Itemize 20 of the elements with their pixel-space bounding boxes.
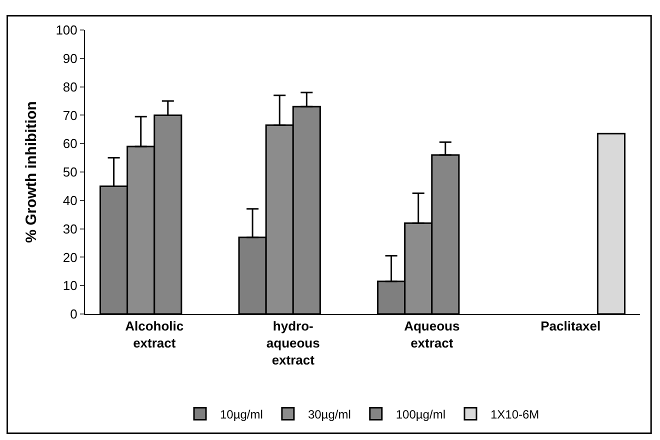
legend-label: 100µg/ml <box>396 407 446 422</box>
x-tick-label: Alcoholic extract <box>125 318 184 350</box>
y-tick-label: 10 <box>62 278 78 294</box>
y-tick-label: 0 <box>70 306 78 322</box>
y-tick-label: 20 <box>62 250 78 265</box>
y-tick-label: 30 <box>62 221 78 236</box>
y-tick-label: 90 <box>62 50 78 66</box>
y-tick-label: 80 <box>62 79 78 94</box>
y-tick-label: 70 <box>62 108 78 123</box>
y-tick-label: 60 <box>62 136 78 152</box>
legend-label: 10µg/ml <box>220 407 263 422</box>
y-tick-label: 100 <box>56 22 78 38</box>
x-tick-label: hydro- aqueous extract <box>266 318 320 368</box>
y-tick-label: 50 <box>62 164 78 180</box>
x-tick-label: Paclitaxel <box>540 318 601 334</box>
y-tick-label: 40 <box>62 192 78 208</box>
y-axis-title: % Growth inhibition <box>22 101 40 243</box>
legend-label: 30µg/ml <box>308 407 351 422</box>
legend-label: 1X10-6M <box>490 407 540 422</box>
x-tick-label: Aqueous extract <box>404 318 460 350</box>
